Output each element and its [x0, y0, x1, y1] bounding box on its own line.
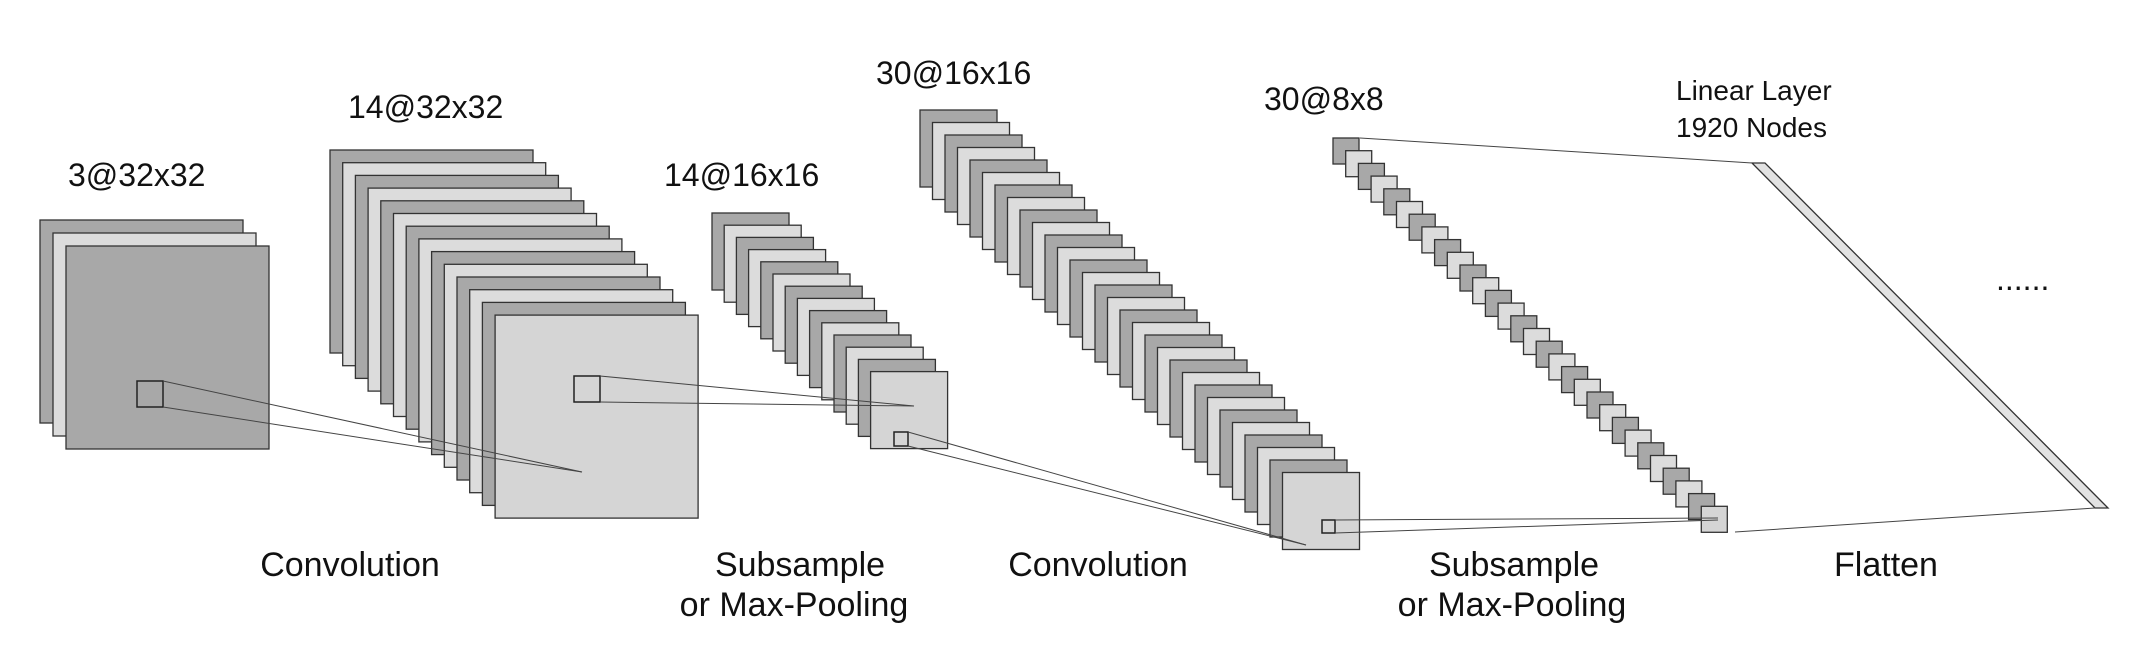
- input-window: [136, 380, 164, 408]
- op-maxpool-2: or Max-Pooling: [1398, 586, 1627, 624]
- conv2-map-30: [1281, 471, 1361, 551]
- conv1-feature-maps: [329, 149, 699, 519]
- pool1-feature-maps: [711, 212, 949, 450]
- op-maxpool-1: or Max-Pooling: [680, 586, 909, 624]
- conv2-window: [1321, 519, 1336, 534]
- conv1-window: [573, 375, 601, 403]
- conv2-feature-maps: [919, 109, 1361, 551]
- input-shape-label: 3@32x32: [68, 157, 205, 193]
- pool1-shape-label: 14@16x16: [664, 157, 819, 193]
- pool2-shape-label: 30@8x8: [1264, 81, 1384, 117]
- pool1-map-14: [869, 370, 949, 450]
- op-flatten: Flatten: [1834, 546, 1938, 584]
- pool2-feature-maps: [1332, 137, 1728, 533]
- linear-layer-title: Linear Layer: [1676, 75, 1832, 106]
- linear-layer-bar: [1750, 162, 2110, 509]
- input-feature-maps: [39, 219, 270, 450]
- op-subsample-2: Subsample: [1429, 546, 1599, 584]
- pool2-map-30: [1700, 505, 1728, 533]
- linear-layer-nodes: 1920 Nodes: [1676, 112, 1827, 143]
- ellipsis: ......: [1996, 261, 2049, 297]
- op-subsample-1: Subsample: [715, 546, 885, 584]
- input-map-3: [65, 245, 270, 450]
- op-convolution-2: Convolution: [1008, 546, 1188, 584]
- connection-lines: [136, 137, 2096, 546]
- conv1-shape-label: 14@32x32: [348, 89, 503, 125]
- pool1-window: [893, 431, 909, 447]
- op-convolution-1: Convolution: [260, 546, 440, 584]
- conv1-map-14: [494, 314, 699, 519]
- conv2-shape-label: 30@16x16: [876, 55, 1031, 91]
